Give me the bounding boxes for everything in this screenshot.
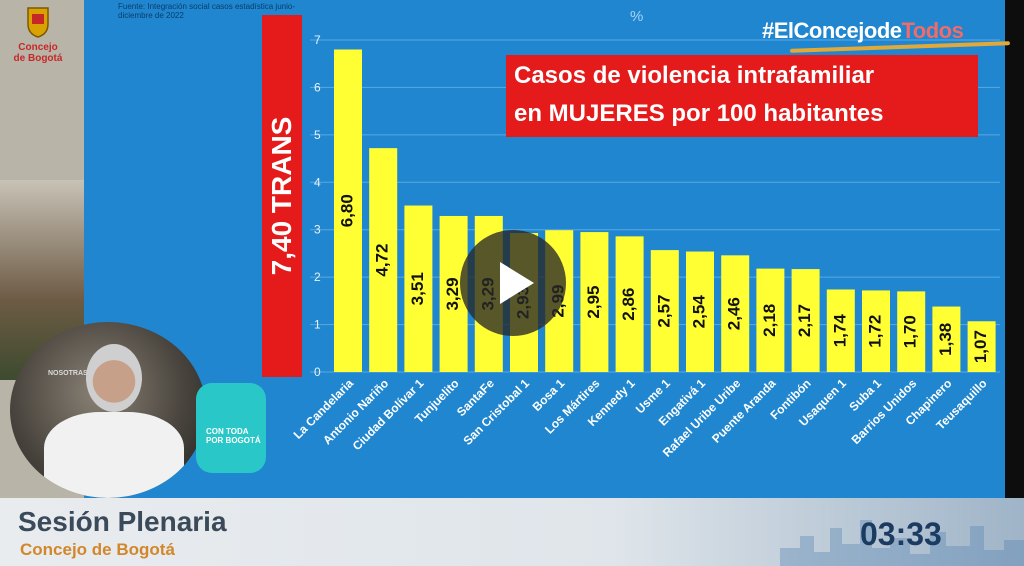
trans-annotation-bar: 7,40 TRANS bbox=[262, 15, 302, 377]
bar bbox=[932, 306, 961, 372]
bar bbox=[967, 321, 996, 372]
y-tick-labels: 0 1 2 3 4 5 6 7 bbox=[314, 33, 321, 379]
value-label: 2,57 bbox=[654, 295, 673, 328]
value-label: 4,72 bbox=[373, 244, 392, 277]
value-label: 1,74 bbox=[830, 314, 849, 348]
y-tick-label: 5 bbox=[314, 128, 321, 142]
speaker-head bbox=[86, 344, 142, 412]
bar bbox=[721, 255, 750, 372]
logo-text-line2: de Bogotá bbox=[13, 53, 63, 64]
session-title: Sesión Plenaria bbox=[18, 506, 227, 537]
concejo-logo: Concejo de Bogotá bbox=[8, 6, 68, 64]
hashtag-suffix: Todos bbox=[901, 18, 964, 43]
bar bbox=[334, 49, 362, 372]
hashtag-prefix: #ElConcejo bbox=[762, 18, 877, 43]
hashtag-middle: de bbox=[876, 18, 902, 43]
bar bbox=[791, 269, 820, 372]
value-label: 1,07 bbox=[971, 330, 990, 363]
chart-title-line1: Casos de violencia intrafamiliar bbox=[514, 62, 875, 89]
chart-title-line2: en MUJERES por 100 habitantes bbox=[514, 100, 884, 127]
bar bbox=[404, 205, 433, 372]
y-tick-label: 6 bbox=[314, 80, 321, 94]
value-label: 1,70 bbox=[901, 315, 920, 348]
value-label: 2,86 bbox=[619, 288, 638, 321]
y-tick-label: 2 bbox=[314, 270, 321, 284]
speaker-body bbox=[44, 412, 184, 498]
value-label: 6,80 bbox=[337, 194, 356, 227]
crest-icon bbox=[27, 7, 49, 38]
value-label: 2,54 bbox=[689, 295, 708, 329]
bar bbox=[756, 268, 785, 372]
bar bbox=[580, 232, 609, 372]
banner-text: NOSOTRAS bbox=[48, 370, 88, 377]
lower-third: Sesión Plenaria Concejo de Bogotá 03:33 bbox=[0, 498, 1024, 566]
bar bbox=[650, 250, 679, 372]
logo-text: Concejo de Bogotá bbox=[8, 42, 68, 64]
session-subtitle: Concejo de Bogotá bbox=[20, 540, 175, 559]
y-tick-label: 4 bbox=[314, 175, 321, 189]
speaker-video-overlay: NOSOTRAS bbox=[10, 322, 206, 498]
badge-text: CON TODA POR BOGOTÁ bbox=[206, 427, 261, 445]
bar bbox=[369, 148, 398, 372]
y-tick-label: 7 bbox=[314, 33, 321, 47]
y-tick-label: 3 bbox=[314, 223, 321, 237]
bar bbox=[897, 291, 926, 372]
y-axis-unit-label: % bbox=[630, 8, 644, 25]
trans-annotation-label: 7,40 TRANS bbox=[266, 116, 297, 276]
value-label: 3,51 bbox=[408, 272, 427, 305]
value-label: 1,38 bbox=[936, 323, 955, 356]
source-note: Fuente: Integración social casos estadís… bbox=[118, 2, 295, 20]
value-label: 2,46 bbox=[725, 297, 744, 330]
hashtag: #ElConcejodeTodos bbox=[762, 18, 964, 44]
value-label: 3,29 bbox=[443, 277, 462, 310]
bar bbox=[686, 251, 714, 372]
y-tick-label: 0 bbox=[314, 365, 321, 379]
bar bbox=[826, 289, 855, 372]
skyline-graphic bbox=[780, 520, 1024, 566]
category-label: La Candelaria bbox=[291, 376, 357, 442]
value-label: 2,95 bbox=[584, 285, 603, 318]
badge-shape bbox=[196, 383, 266, 473]
play-button[interactable] bbox=[460, 230, 566, 336]
timer: 03:33 bbox=[860, 516, 942, 552]
bar bbox=[615, 236, 644, 372]
campaign-badge: CON TODA POR BOGOTÁ bbox=[196, 383, 268, 475]
play-icon bbox=[500, 262, 534, 304]
bar bbox=[862, 290, 890, 372]
y-tick-label: 1 bbox=[314, 318, 321, 332]
value-label: 2,17 bbox=[795, 304, 814, 337]
chart-title-box: Casos de violencia intrafamiliar en MUJE… bbox=[506, 55, 978, 137]
category-label: San Cristobal 1 bbox=[460, 376, 532, 448]
logo-text-line1: Concejo bbox=[18, 42, 58, 53]
value-label: 1,72 bbox=[865, 315, 884, 348]
value-label: 2,18 bbox=[760, 304, 779, 337]
